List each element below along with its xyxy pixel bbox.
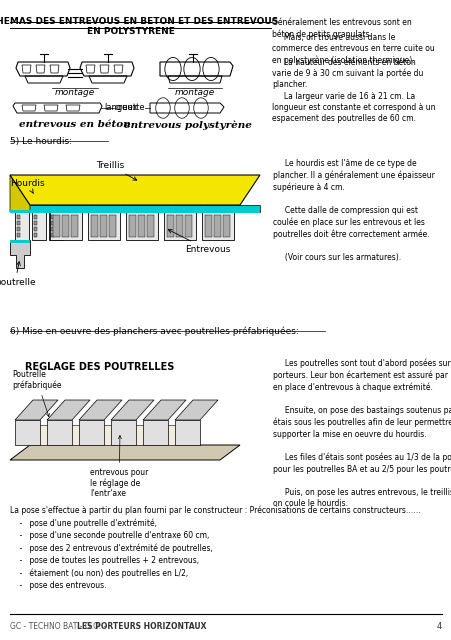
Polygon shape (111, 420, 136, 445)
Polygon shape (33, 215, 37, 219)
Text: entrevous pour
le réglage de
l'entr'axe: entrevous pour le réglage de l'entr'axe (90, 436, 148, 499)
Text: La hauteur des éléments en béton
varie de 9 à 30 cm suivant la portée du
planche: La hauteur des éléments en béton varie d… (272, 58, 435, 123)
Polygon shape (51, 215, 54, 219)
Polygon shape (10, 175, 259, 205)
Polygon shape (175, 400, 217, 420)
Polygon shape (51, 233, 54, 237)
Polygon shape (202, 212, 234, 240)
Text: entrevous en béton: entrevous en béton (19, 120, 130, 129)
Text: Hourdis: Hourdis (10, 179, 45, 193)
Polygon shape (164, 212, 196, 240)
Text: REGLAGE DES POUTRELLES: REGLAGE DES POUTRELLES (25, 362, 174, 372)
Polygon shape (17, 215, 20, 219)
Polygon shape (10, 210, 259, 213)
Polygon shape (202, 200, 241, 212)
Polygon shape (50, 200, 90, 212)
Polygon shape (213, 215, 221, 237)
Polygon shape (175, 420, 199, 445)
Polygon shape (129, 215, 136, 237)
Text: Treillis: Treillis (96, 161, 137, 180)
Text: Mais, on trouve aussi dans le
commerce des entrevous en terre cuite ou
en polyst: Mais, on trouve aussi dans le commerce d… (272, 33, 434, 65)
Text: Les poutrelles sont tout d'abord posées sur les
porteurs. Leur bon écartement es: Les poutrelles sont tout d'abord posées … (273, 358, 451, 508)
Text: montage: montage (175, 88, 215, 97)
Polygon shape (50, 212, 82, 240)
Polygon shape (109, 215, 116, 237)
Polygon shape (175, 215, 183, 237)
Polygon shape (51, 221, 54, 225)
Text: Poutrelle
préfabriquée: Poutrelle préfabriquée (12, 370, 61, 417)
Polygon shape (10, 240, 30, 243)
Polygon shape (40, 425, 47, 445)
Text: GC - TECHNO BAT - G.O. -: GC - TECHNO BAT - G.O. - (10, 622, 108, 631)
Polygon shape (49, 212, 63, 240)
Polygon shape (17, 233, 20, 237)
Polygon shape (126, 212, 158, 240)
Text: Entrevous: Entrevous (168, 230, 230, 254)
Text: LES PORTEURS HORIZONTAUX: LES PORTEURS HORIZONTAUX (77, 622, 206, 631)
Polygon shape (71, 215, 78, 237)
Polygon shape (126, 200, 166, 212)
Polygon shape (79, 420, 104, 445)
Polygon shape (147, 215, 154, 237)
Polygon shape (15, 400, 58, 420)
Polygon shape (104, 425, 111, 445)
Polygon shape (143, 420, 168, 445)
Polygon shape (33, 221, 37, 225)
Polygon shape (166, 215, 174, 237)
Polygon shape (168, 425, 175, 445)
Polygon shape (10, 240, 30, 268)
Text: 4: 4 (436, 622, 441, 631)
Polygon shape (91, 215, 98, 237)
Polygon shape (10, 175, 30, 212)
Text: SCHEMAS DES ENTREVOUS EN BETON ET DES ENTREVOUS
EN POLYSTYRENE: SCHEMAS DES ENTREVOUS EN BETON ET DES EN… (0, 17, 278, 36)
Polygon shape (184, 215, 192, 237)
Polygon shape (10, 445, 239, 460)
Polygon shape (33, 233, 37, 237)
Polygon shape (62, 215, 69, 237)
Polygon shape (17, 221, 20, 225)
Polygon shape (47, 400, 90, 420)
Text: 5) Le hourdis:: 5) Le hourdis: (10, 137, 72, 146)
Polygon shape (138, 215, 145, 237)
Polygon shape (51, 227, 54, 231)
Polygon shape (111, 400, 154, 420)
Text: Généralement les entrevous sont en
béton de petits granulats.: Généralement les entrevous sont en béton… (272, 18, 411, 38)
Polygon shape (53, 215, 60, 237)
Polygon shape (33, 227, 37, 231)
Polygon shape (15, 212, 29, 240)
Polygon shape (15, 420, 40, 445)
Polygon shape (47, 420, 72, 445)
Text: Le hourdis est l'âme de ce type de
plancher. Il a généralement une épaisseur
sup: Le hourdis est l'âme de ce type de planc… (273, 159, 434, 262)
Polygon shape (32, 212, 46, 240)
Polygon shape (17, 227, 20, 231)
Polygon shape (72, 425, 79, 445)
Polygon shape (100, 215, 107, 237)
Text: entrevous polystyrène: entrevous polystyrène (124, 120, 251, 129)
Text: languette: languette (104, 102, 145, 111)
Polygon shape (88, 200, 128, 212)
Text: 6) Mise en oeuvre des planchers avec poutrelles préfabriquées:: 6) Mise en oeuvre des planchers avec pou… (10, 326, 298, 336)
Polygon shape (143, 400, 186, 420)
Polygon shape (164, 200, 203, 212)
Text: creux: creux (115, 102, 138, 111)
Polygon shape (222, 215, 230, 237)
Polygon shape (88, 212, 120, 240)
Polygon shape (79, 400, 122, 420)
Text: poutrelle: poutrelle (0, 262, 35, 287)
Polygon shape (10, 205, 259, 212)
Text: La pose s'effectue à partir du plan fourni par le constructeur : Préconisations : La pose s'effectue à partir du plan four… (10, 506, 420, 590)
Text: montage: montage (55, 88, 95, 97)
Polygon shape (136, 425, 143, 445)
Polygon shape (205, 215, 212, 237)
